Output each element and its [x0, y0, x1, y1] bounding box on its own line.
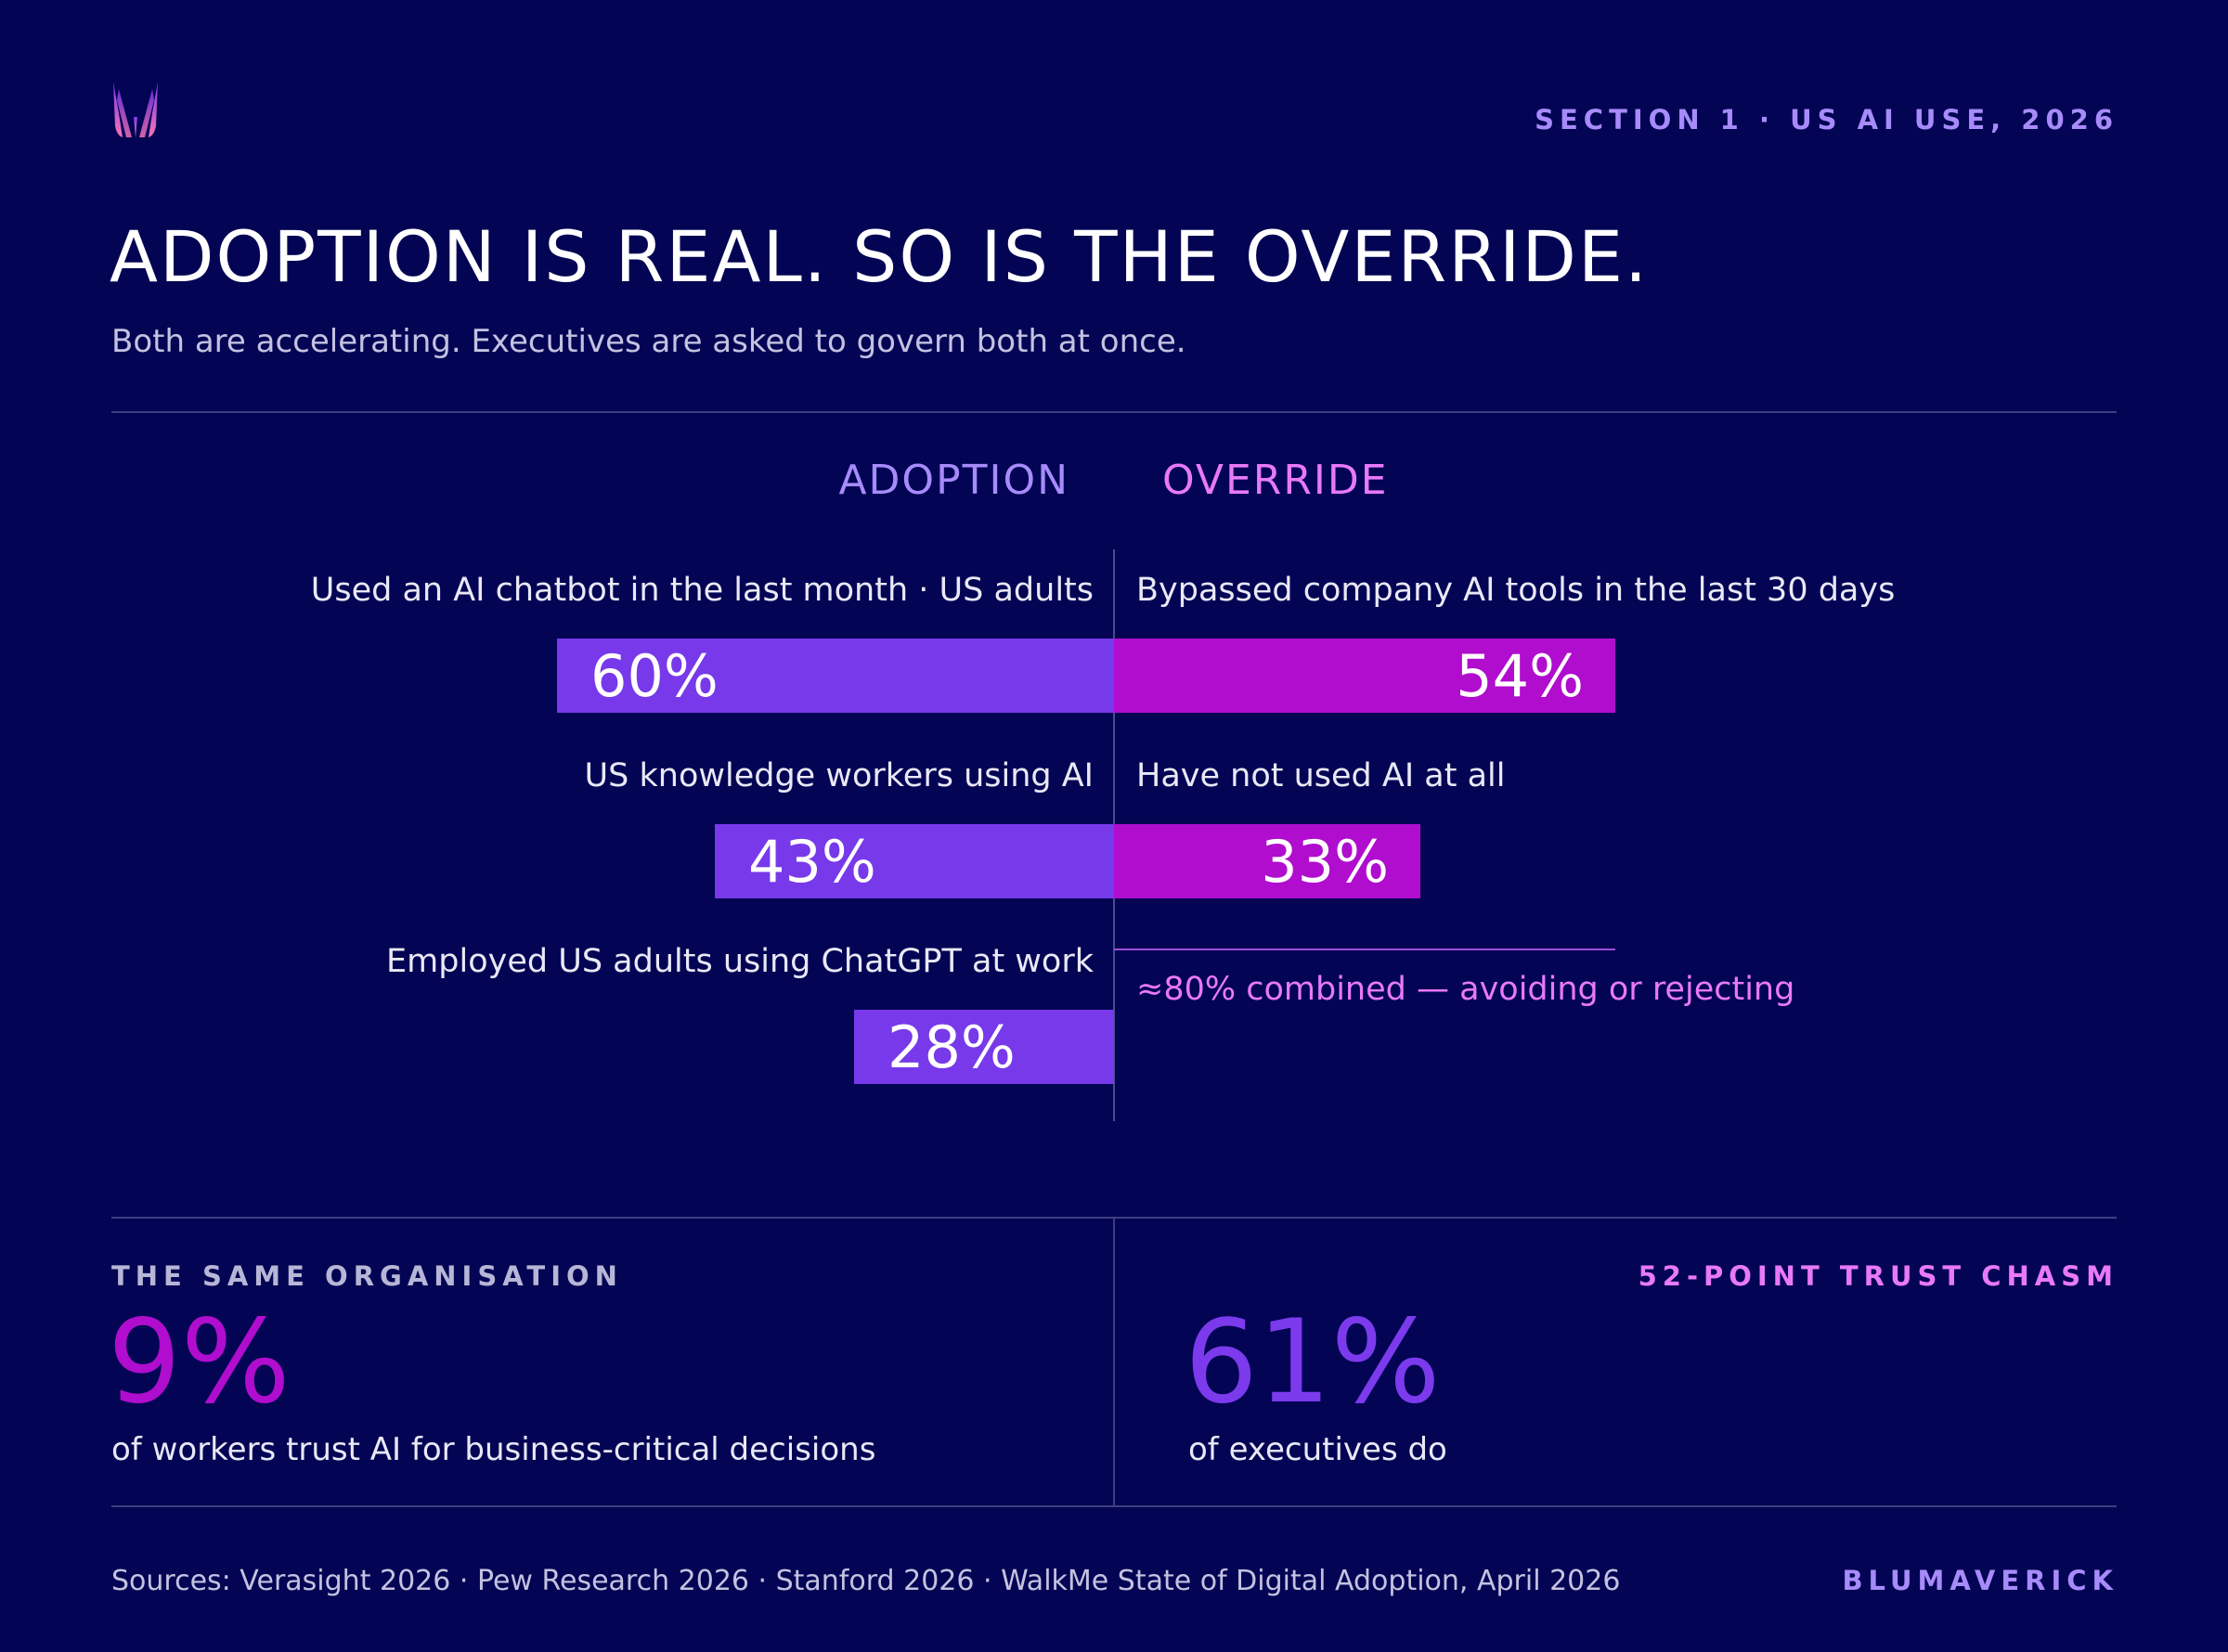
top-divider	[111, 411, 2117, 413]
worker-trust-caption: of workers trust AI for business-critica…	[111, 1431, 876, 1468]
sources-note: Sources: Verasight 2026 · Pew Research 2…	[111, 1565, 1621, 1597]
footer-divider	[111, 1505, 2117, 1507]
combined-annotation: ≈80% combined — avoiding or rejecting	[1136, 971, 1795, 1008]
override-bar: 54%	[1114, 639, 1615, 713]
override-bar-label: Bypassed company AI tools in the last 30…	[1136, 572, 1896, 609]
adoption-bar-label: US knowledge workers using AI	[584, 757, 1094, 794]
adoption-bar: 28%	[854, 1010, 1114, 1084]
bar-value-label: 54%	[1456, 641, 1584, 710]
adoption-bar: 60%	[557, 639, 1114, 713]
executive-trust-caption: of executives do	[1188, 1431, 1447, 1468]
combined-bracket-line	[1114, 949, 1615, 950]
adoption-bar: 43%	[715, 824, 1114, 898]
section-label: SECTION 1 · US AI USE, 2026	[1535, 104, 2118, 136]
worker-trust-kicker: THE SAME ORGANISATION	[111, 1260, 623, 1292]
override-bar-label: Have not used AI at all	[1136, 757, 1506, 794]
stats-center-divider	[1113, 1218, 1115, 1507]
brand-wordmark: BLUMAVERICK	[1842, 1565, 2118, 1596]
bar-value-label: 28%	[887, 1013, 1016, 1081]
trust-chasm-kicker: 52-POINT TRUST CHASM	[1638, 1260, 2118, 1292]
adoption-bar-label: Employed US adults using ChatGPT at work	[386, 943, 1094, 980]
brand-logo-icon	[110, 80, 162, 139]
override-column-header: OVERRIDE	[1162, 457, 1389, 504]
worker-trust-value: 9%	[108, 1296, 291, 1429]
bar-value-label: 33%	[1261, 827, 1389, 896]
bar-value-label: 43%	[748, 827, 876, 896]
executive-trust-value: 61%	[1185, 1296, 1441, 1429]
page-subtitle: Both are accelerating. Executives are as…	[111, 323, 1186, 360]
bar-value-label: 60%	[590, 641, 719, 710]
adoption-bar-label: Used an AI chatbot in the last month · U…	[310, 572, 1094, 609]
page-title: ADOPTION IS REAL. SO IS THE OVERRIDE.	[110, 215, 1650, 298]
adoption-column-header: ADOPTION	[838, 457, 1069, 504]
override-bar: 33%	[1114, 824, 1420, 898]
